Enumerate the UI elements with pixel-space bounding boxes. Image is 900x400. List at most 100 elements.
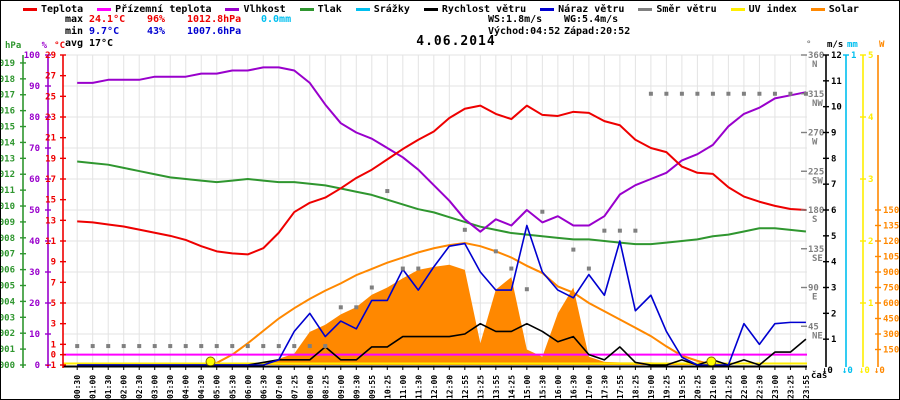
svg-text:21:00: 21:00: [709, 375, 718, 399]
svg-text:600: 600: [883, 299, 899, 309]
svg-text:23:25: 23:25: [786, 375, 795, 399]
svg-text:05:00: 05:00: [213, 375, 222, 399]
svg-text:23:55: 23:55: [802, 375, 811, 399]
svg-text:4: 4: [868, 113, 874, 123]
legend-label: Teplota: [41, 4, 84, 15]
svg-text:13:55: 13:55: [492, 375, 501, 399]
legend-swatch: [355, 8, 370, 11]
svg-text:1018: 1018: [1, 75, 15, 85]
svg-text:6: 6: [831, 206, 836, 216]
svg-text:↓0: ↓0: [842, 366, 853, 376]
svg-text:1: 1: [851, 51, 856, 61]
svg-text:1350: 1350: [883, 222, 900, 232]
svg-text:225: 225: [808, 167, 824, 177]
svg-text:9: 9: [51, 258, 56, 268]
legend-label: Srážky: [373, 4, 410, 15]
legend-swatch: [810, 8, 825, 11]
svg-text:7: 7: [51, 278, 56, 288]
svg-text:19:55: 19:55: [678, 375, 687, 399]
stat-value: 43%: [147, 26, 166, 37]
svg-text:900: 900: [883, 268, 899, 278]
series-pressure: [77, 160, 807, 246]
svg-text:10:25: 10:25: [383, 375, 392, 399]
stat-value: WG:5.4m/s: [564, 14, 619, 25]
svg-text:mm: mm: [847, 40, 858, 50]
svg-text:1007: 1007: [1, 250, 15, 260]
stat-row-min: min 9.7°C 43% 1007.6hPa: [65, 26, 335, 38]
svg-text:17:30: 17:30: [600, 375, 609, 399]
svg-text:06:30: 06:30: [259, 375, 268, 399]
svg-text:1: 1: [831, 335, 836, 345]
svg-text:°: °: [806, 40, 811, 50]
svg-text:0: 0: [35, 361, 40, 371]
svg-text:°C: °C: [54, 41, 65, 51]
svg-text:00:30: 00:30: [73, 375, 82, 399]
svg-text:70: 70: [29, 144, 40, 154]
svg-text:%: %: [42, 41, 48, 51]
svg-text:W: W: [879, 40, 885, 50]
svg-text:11: 11: [831, 77, 842, 87]
svg-text:01:30: 01:30: [104, 375, 113, 399]
svg-text:hPa: hPa: [5, 41, 21, 51]
svg-text:04:00: 04:00: [182, 375, 191, 399]
svg-text:2: 2: [868, 237, 873, 247]
svg-text:13: 13: [45, 216, 56, 226]
svg-text:40: 40: [29, 237, 40, 247]
svg-text:18:25: 18:25: [631, 375, 640, 399]
legend-item-8: UV index: [730, 4, 797, 15]
svg-text:02:30: 02:30: [135, 375, 144, 399]
stat-row-avg: avg 17°C: [65, 38, 335, 50]
svg-text:3: 3: [868, 175, 873, 185]
svg-text:N: N: [812, 60, 817, 70]
svg-text:1050: 1050: [883, 253, 900, 263]
stat-value: 96%: [147, 14, 166, 25]
svg-text:01:00: 01:00: [89, 375, 98, 399]
svg-text:0: 0: [51, 351, 56, 361]
legend-item-7: Směr větru: [638, 4, 717, 15]
svg-text:1001: 1001: [1, 345, 15, 355]
series-wind-direction: [75, 91, 808, 349]
svg-text:22:00: 22:00: [740, 375, 749, 399]
svg-text:15: 15: [45, 196, 56, 206]
svg-text:S: S: [812, 215, 817, 225]
svg-text:E: E: [812, 293, 817, 303]
svg-text:10: 10: [29, 330, 40, 340]
svg-text:1012: 1012: [1, 170, 15, 180]
page-title: 4.06.2014: [416, 34, 496, 49]
svg-text:12:30: 12:30: [445, 375, 454, 399]
svg-text:22:30: 22:30: [755, 375, 764, 399]
svg-text:180: 180: [808, 206, 824, 216]
legend-item-6: Náraz větru: [540, 4, 624, 15]
svg-text:1: 1: [51, 340, 56, 350]
svg-text:↓0: ↓0: [859, 366, 870, 376]
svg-text:07:00: 07:00: [275, 375, 284, 399]
svg-text:1006: 1006: [1, 266, 15, 276]
svg-text:08:00: 08:00: [306, 375, 315, 399]
stat-label: avg: [65, 38, 84, 49]
svg-text:5: 5: [868, 51, 873, 61]
svg-text:1015: 1015: [1, 123, 15, 133]
svg-text:4: 4: [831, 258, 837, 268]
svg-text:05:30: 05:30: [228, 375, 237, 399]
svg-text:16:00: 16:00: [554, 375, 563, 399]
svg-text:25: 25: [45, 92, 56, 102]
svg-text:2: 2: [831, 309, 836, 319]
sun-marker: [706, 356, 717, 367]
stat-value: Východ:04:52: [488, 26, 561, 37]
svg-text:300: 300: [883, 330, 899, 340]
legend-swatch: [540, 8, 555, 11]
svg-text:9: 9: [831, 129, 836, 139]
svg-text:17: 17: [45, 175, 56, 185]
svg-text:12:00: 12:00: [430, 375, 439, 399]
svg-text:↓0: ↓0: [822, 366, 833, 376]
svg-text:NW: NW: [812, 99, 823, 109]
legend-label: Vlhkost: [243, 4, 286, 15]
axis-UV: ↓0 1 2 3 4 5: [859, 51, 874, 376]
svg-text:23: 23: [45, 113, 56, 123]
legend-swatch: [638, 8, 653, 11]
svg-text:09:00: 09:00: [337, 375, 346, 399]
svg-text:60: 60: [29, 175, 40, 185]
svg-text:1500: 1500: [883, 206, 900, 216]
